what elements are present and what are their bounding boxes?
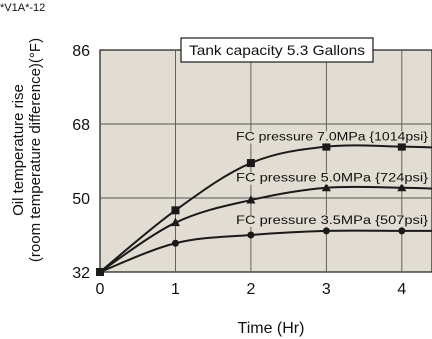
y-tick-label: 50 — [72, 191, 90, 208]
x-tick-label: 2 — [246, 281, 255, 298]
series-label-bg — [234, 131, 431, 144]
data-point — [96, 268, 104, 276]
series-label-3: FC pressure 3.5MPa {507psi} — [236, 215, 428, 227]
series-label-bg — [234, 172, 431, 185]
data-point — [246, 195, 256, 204]
data-point — [171, 239, 179, 247]
x-axis-label: Time (Hr) — [238, 320, 305, 337]
series-label-1: FC pressure 7.0MPa {1014psi} — [236, 131, 428, 143]
grid — [100, 50, 432, 272]
y-axis-label-line: (room temperature difference)(°F) — [27, 38, 44, 262]
series-markers — [96, 142, 407, 276]
data-point — [321, 182, 331, 192]
y-ticks: 32 50 68 86 — [72, 43, 90, 282]
data-point — [322, 227, 330, 235]
x-tick-label: 1 — [171, 281, 180, 298]
series-labels: FC pressure 7.0MPa {1014psi} FC pressure … — [234, 131, 431, 227]
data-point — [171, 206, 180, 215]
title-box: Tank capacity 5.3 Gallons — [180, 37, 374, 63]
y-axis-label: Oil temperature rise(room temperature di… — [10, 38, 44, 262]
data-point — [247, 231, 255, 239]
y-axis-label-line: Oil temperature rise — [10, 84, 27, 216]
figure-code: *V1A*-12 — [0, 2, 46, 14]
series-label-2: FC pressure 5.0MPa {724psi} — [236, 173, 428, 185]
x-tick-label: 3 — [322, 281, 331, 298]
series-label-bg — [234, 214, 431, 227]
data-point — [398, 227, 406, 235]
x-ticks: 0 1 2 3 4 — [96, 281, 407, 298]
y-tick-label: 86 — [72, 43, 90, 60]
data-point — [170, 217, 180, 227]
chart-title: Tank capacity 5.3 Gallons — [189, 42, 365, 58]
x-tick-label: 0 — [96, 281, 105, 298]
title-box-frame — [180, 37, 374, 63]
data-point — [397, 142, 406, 151]
y-tick-label: 32 — [72, 265, 90, 282]
x-tick-label: 4 — [397, 281, 406, 298]
data-point — [322, 142, 331, 151]
data-point — [246, 159, 255, 168]
data-point — [397, 182, 407, 192]
y-tick-label: 68 — [72, 117, 90, 134]
